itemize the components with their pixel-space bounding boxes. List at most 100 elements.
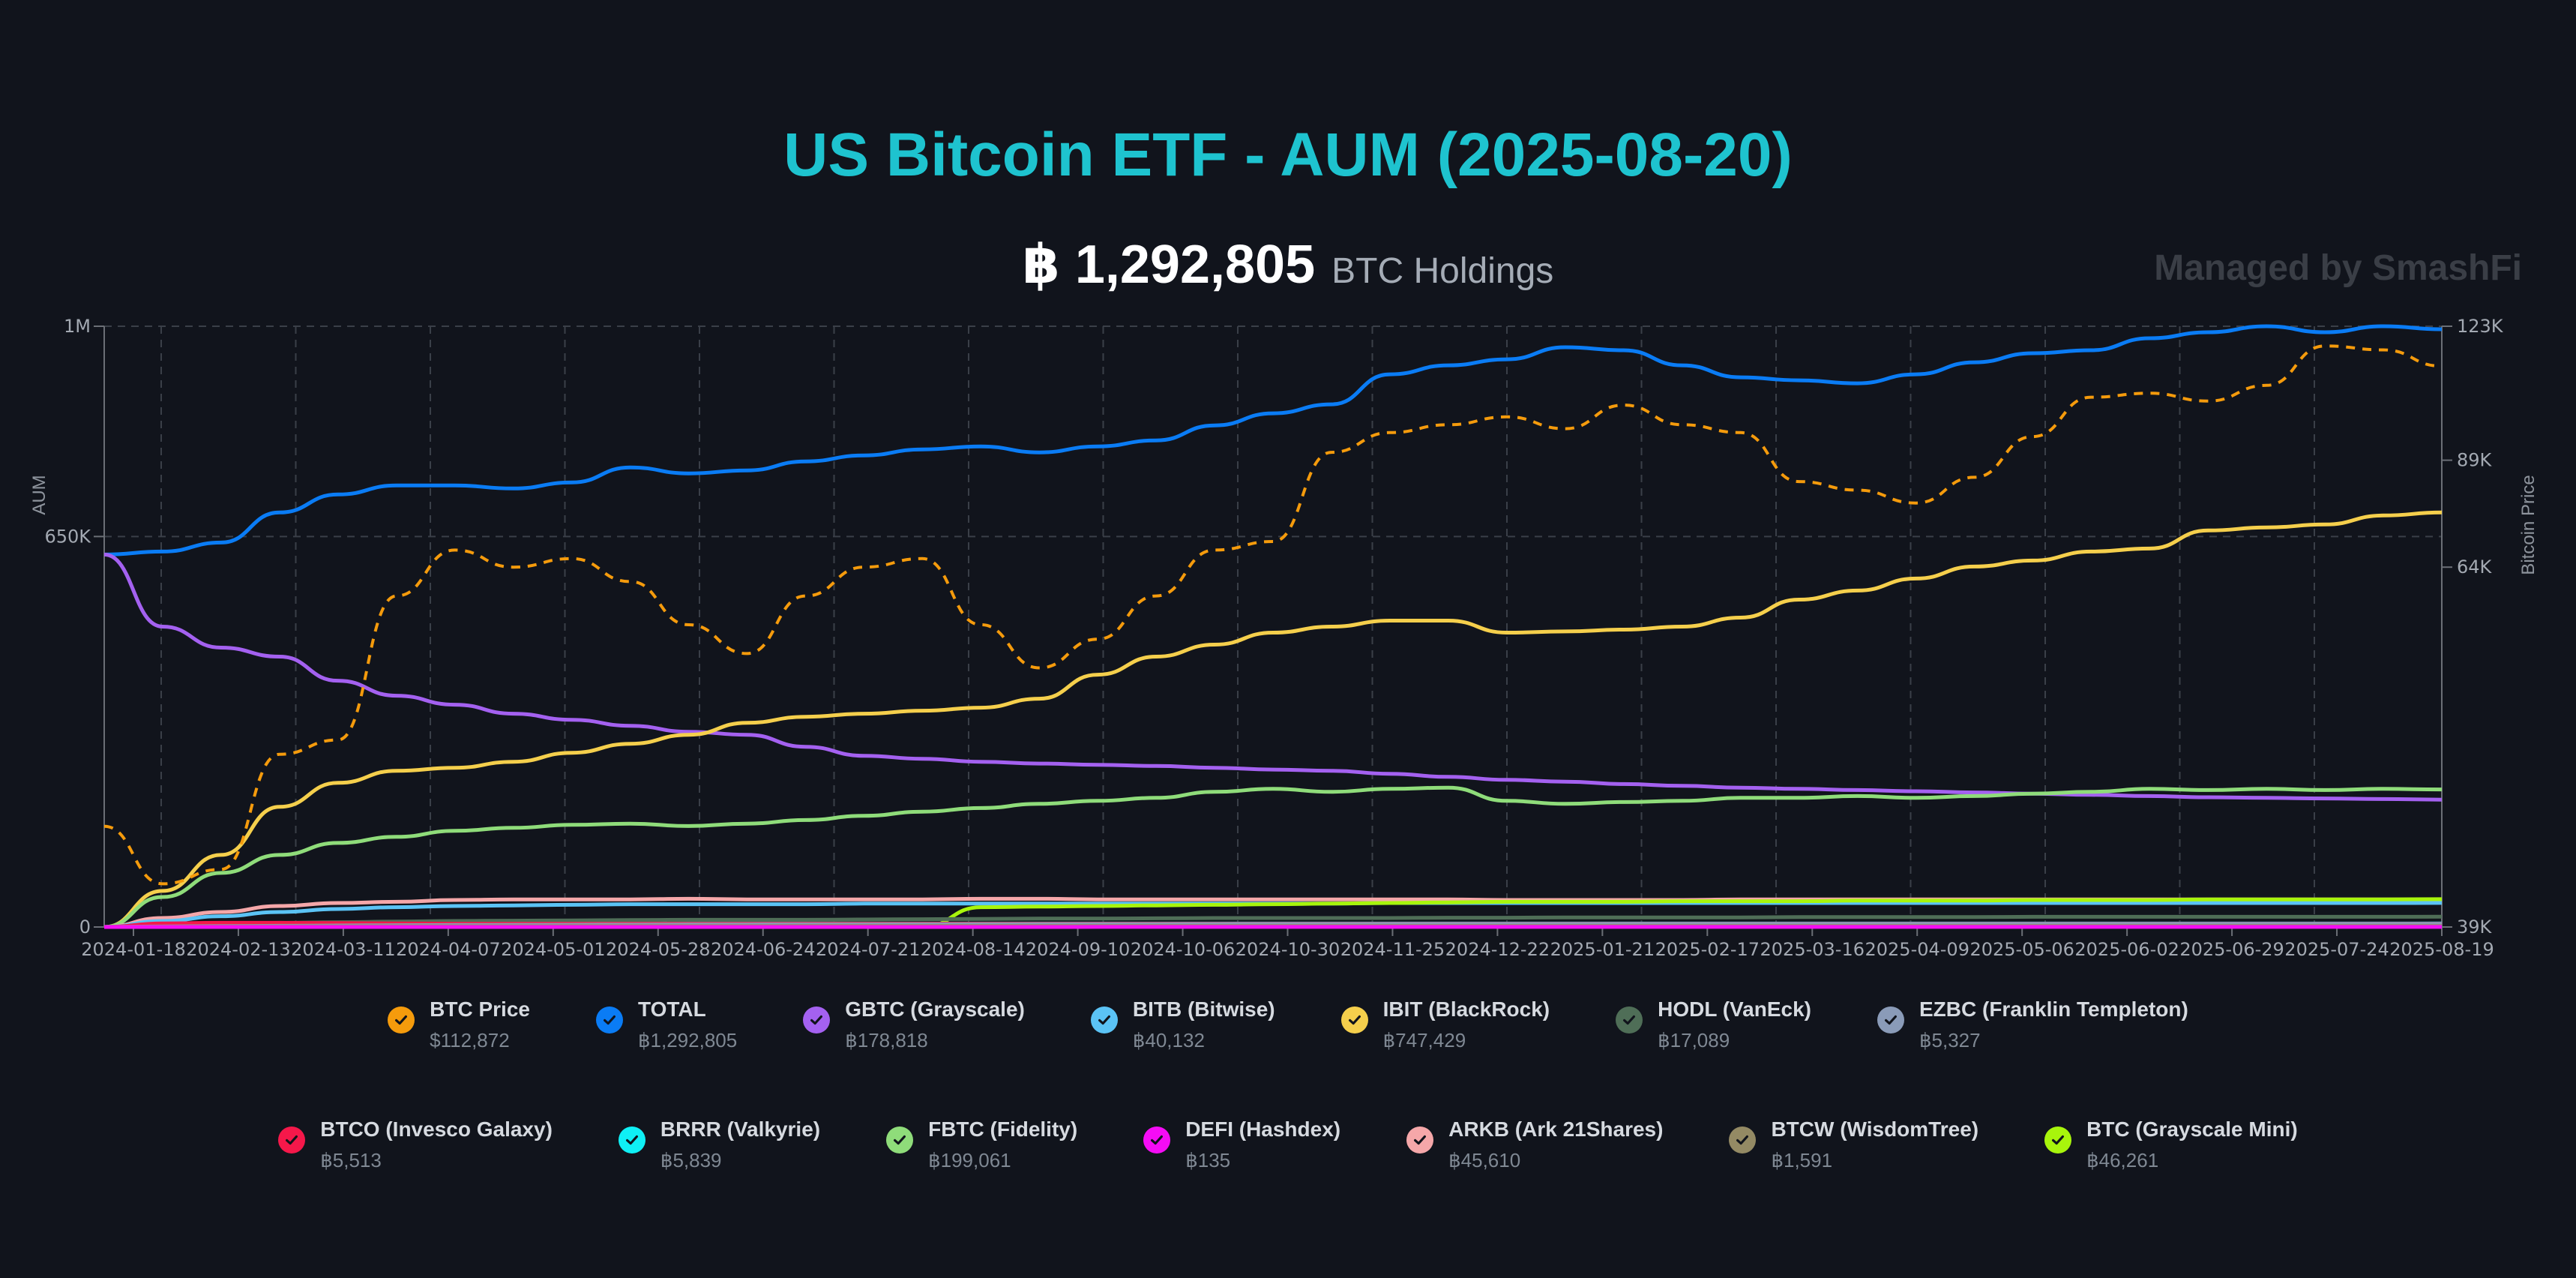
legend-toggle-icon[interactable] <box>618 1126 645 1154</box>
x-tick-label: 2024-04-07 <box>396 939 500 960</box>
series-line-btc-price[interactable] <box>103 344 2443 886</box>
x-tick-label: 2024-08-14 <box>921 939 1025 960</box>
legend-row-2: BTCO (Invesco Galaxy) ฿5,513 BRRR (Valkyri… <box>0 1118 2576 1172</box>
legend-item-ezbc-franklin-templeton[interactable]: EZBC (Franklin Templeton) ฿5,327 <box>1877 998 2188 1052</box>
grid-lines <box>104 326 2442 927</box>
legend-toggle-icon[interactable] <box>595 1006 623 1034</box>
x-tick-label: 2025-03-16 <box>1760 939 1865 960</box>
legend-value: ฿178,818 <box>845 1029 928 1052</box>
y2-axis-title: Bitcoin Price <box>2518 475 2539 574</box>
legend-toggle-icon[interactable] <box>388 1006 415 1034</box>
legend-item-total[interactable]: TOTAL ฿1,292,805 <box>595 998 737 1052</box>
legend-item-brrr-valkyrie[interactable]: BRRR (Valkyrie) ฿5,839 <box>618 1118 821 1172</box>
legend-item-ibit-blackrock[interactable]: IBIT (BlackRock) ฿747,429 <box>1340 998 1550 1052</box>
y2-tick-label: 39K <box>2457 916 2493 938</box>
legend-item-btco-invesco-galaxy[interactable]: BTCO (Invesco Galaxy) ฿5,513 <box>278 1118 553 1172</box>
checkmark-icon <box>810 1015 823 1025</box>
holdings-summary: ฿ 1,292,805 BTC Holdings <box>0 232 2576 296</box>
legend-name: BITB (Bitwise) <box>1132 998 1275 1021</box>
holdings-label: BTC Holdings <box>1331 251 1554 291</box>
legend-name: BTCW (WisdomTree) <box>1771 1118 1979 1141</box>
checkmark-icon <box>1348 1015 1361 1025</box>
legend-toggle-icon[interactable] <box>1143 1126 1171 1154</box>
legend-item-btcw-wisdomtree[interactable]: BTCW (WisdomTree) ฿1,591 <box>1729 1118 1978 1172</box>
y-tick-label: 0 <box>79 916 91 938</box>
legend-name: HODL (VanEck) <box>1658 998 1811 1021</box>
checkmark-icon <box>1623 1015 1636 1025</box>
legend-value: $112,872 <box>430 1029 510 1052</box>
checkmark-icon <box>1151 1135 1164 1145</box>
series-line-hodl-vaneck-[interactable] <box>103 914 2443 929</box>
series-lines <box>103 324 2443 929</box>
x-tick-label: 2024-09-10 <box>1026 939 1130 960</box>
legend-value: ฿747,429 <box>1382 1029 1466 1052</box>
x-tick-label: 2024-02-13 <box>186 939 290 960</box>
legend-item-bitb-bitwise[interactable]: BITB (Bitwise) ฿40,132 <box>1090 998 1275 1052</box>
legend-value: ฿5,513 <box>320 1149 382 1172</box>
x-tick-label: 2025-08-19 <box>2389 939 2494 960</box>
y-tick-label: 1M <box>64 316 91 337</box>
legend-name: EZBC (Franklin Templeton) <box>1919 998 2188 1021</box>
checkmark-icon <box>1414 1135 1427 1145</box>
legend-toggle-icon[interactable] <box>1406 1126 1434 1154</box>
legend-item-hodl-vaneck[interactable]: HODL (VanEck) ฿17,089 <box>1616 998 1811 1052</box>
legend-item-arkb-ark-21shares[interactable]: ARKB (Ark 21Shares) ฿45,610 <box>1406 1118 1663 1172</box>
checkmark-icon <box>286 1135 298 1145</box>
x-tick-label: 2024-05-01 <box>501 939 605 960</box>
checkmark-icon <box>1736 1135 1749 1145</box>
checkmark-icon <box>395 1015 408 1025</box>
legend-value: ฿135 <box>1185 1149 1231 1172</box>
x-tick-label: 2025-07-24 <box>2284 939 2389 960</box>
series-line-total[interactable] <box>103 324 2443 556</box>
aum-line-chart[interactable]: 0 650K 1M 39K 64K 89K 123K 2024-01-18 2024-02-13… <box>0 0 2576 975</box>
y2-tick-label: 89K <box>2457 450 2493 471</box>
watermark: Managed by SmashFi <box>2154 248 2522 288</box>
legend-value: ฿17,089 <box>1658 1029 1730 1052</box>
legend-toggle-icon[interactable] <box>278 1126 306 1154</box>
x-tick-label: 2025-02-17 <box>1655 939 1760 960</box>
series-line-fbtc-fidelity-[interactable] <box>103 785 2443 929</box>
x-tick-label: 2024-05-28 <box>606 939 710 960</box>
x-tick-label: 2025-05-06 <box>1969 939 2074 960</box>
holdings-amount: ฿ 1,292,805 <box>1022 235 1316 295</box>
legend-toggle-icon[interactable] <box>1877 1006 1904 1034</box>
legend-row-1: BTC Price $112,872 TOTAL ฿1,292,805 GBTC (Gr… <box>0 998 2576 1052</box>
legend-name: DEFI (Hashdex) <box>1185 1118 1341 1141</box>
checkmark-icon <box>894 1135 906 1145</box>
legend-toggle-icon[interactable] <box>1729 1126 1757 1154</box>
legend-toggle-icon[interactable] <box>1090 1006 1118 1034</box>
legend-name: BTC Price <box>430 998 530 1021</box>
x-tick-label: 2024-03-11 <box>291 939 395 960</box>
x-tick-label: 2025-06-02 <box>2074 939 2179 960</box>
series-line-ibit-blackrock-[interactable] <box>103 510 2443 929</box>
legend-toggle-icon[interactable] <box>1340 1006 1368 1034</box>
legend-toggle-icon[interactable] <box>803 1006 831 1034</box>
x-tick-label: 2024-01-18 <box>81 939 185 960</box>
legend-item-fbtc-fidelity[interactable]: FBTC (Fidelity) ฿199,061 <box>886 1118 1077 1172</box>
legend-name: BTC (Grayscale Mini) <box>2086 1118 2298 1141</box>
y-axis-title: AUM <box>29 475 49 514</box>
legend-name: BRRR (Valkyrie) <box>660 1118 821 1141</box>
x-tick-label: 2024-11-25 <box>1340 939 1445 960</box>
legend-item-btc-grayscale-mini[interactable]: BTC (Grayscale Mini) ฿46,261 <box>2044 1118 2298 1172</box>
checkmark-icon <box>625 1135 638 1145</box>
legend-name: IBIT (BlackRock) <box>1382 998 1550 1021</box>
legend-value: ฿45,610 <box>1448 1149 1521 1172</box>
checkmark-icon <box>1885 1015 1897 1025</box>
legend-item-btc-price[interactable]: BTC Price $112,872 <box>388 998 530 1052</box>
x-tick-label: 2024-10-30 <box>1236 939 1340 960</box>
legend-item-gbtc-grayscale[interactable]: GBTC (Grayscale) ฿178,818 <box>803 998 1025 1052</box>
legend-toggle-icon[interactable] <box>1616 1006 1643 1034</box>
checkmark-icon <box>604 1015 616 1025</box>
legend-name: TOTAL <box>637 998 706 1021</box>
legend-value: ฿5,839 <box>660 1149 722 1172</box>
legend-toggle-icon[interactable] <box>2044 1126 2072 1154</box>
x-tick-label: 2024-07-21 <box>816 939 920 960</box>
y-tick-label: 650K <box>44 526 91 547</box>
legend-toggle-icon[interactable] <box>886 1126 914 1154</box>
legend-item-defi-hashdex[interactable]: DEFI (Hashdex) ฿135 <box>1143 1118 1340 1172</box>
legend-value: ฿40,132 <box>1132 1029 1205 1052</box>
series-line-gbtc-grayscale-[interactable] <box>103 552 2443 802</box>
y2-tick-label: 64K <box>2457 556 2493 578</box>
legend-name: BTCO (Invesco Galaxy) <box>320 1118 553 1141</box>
